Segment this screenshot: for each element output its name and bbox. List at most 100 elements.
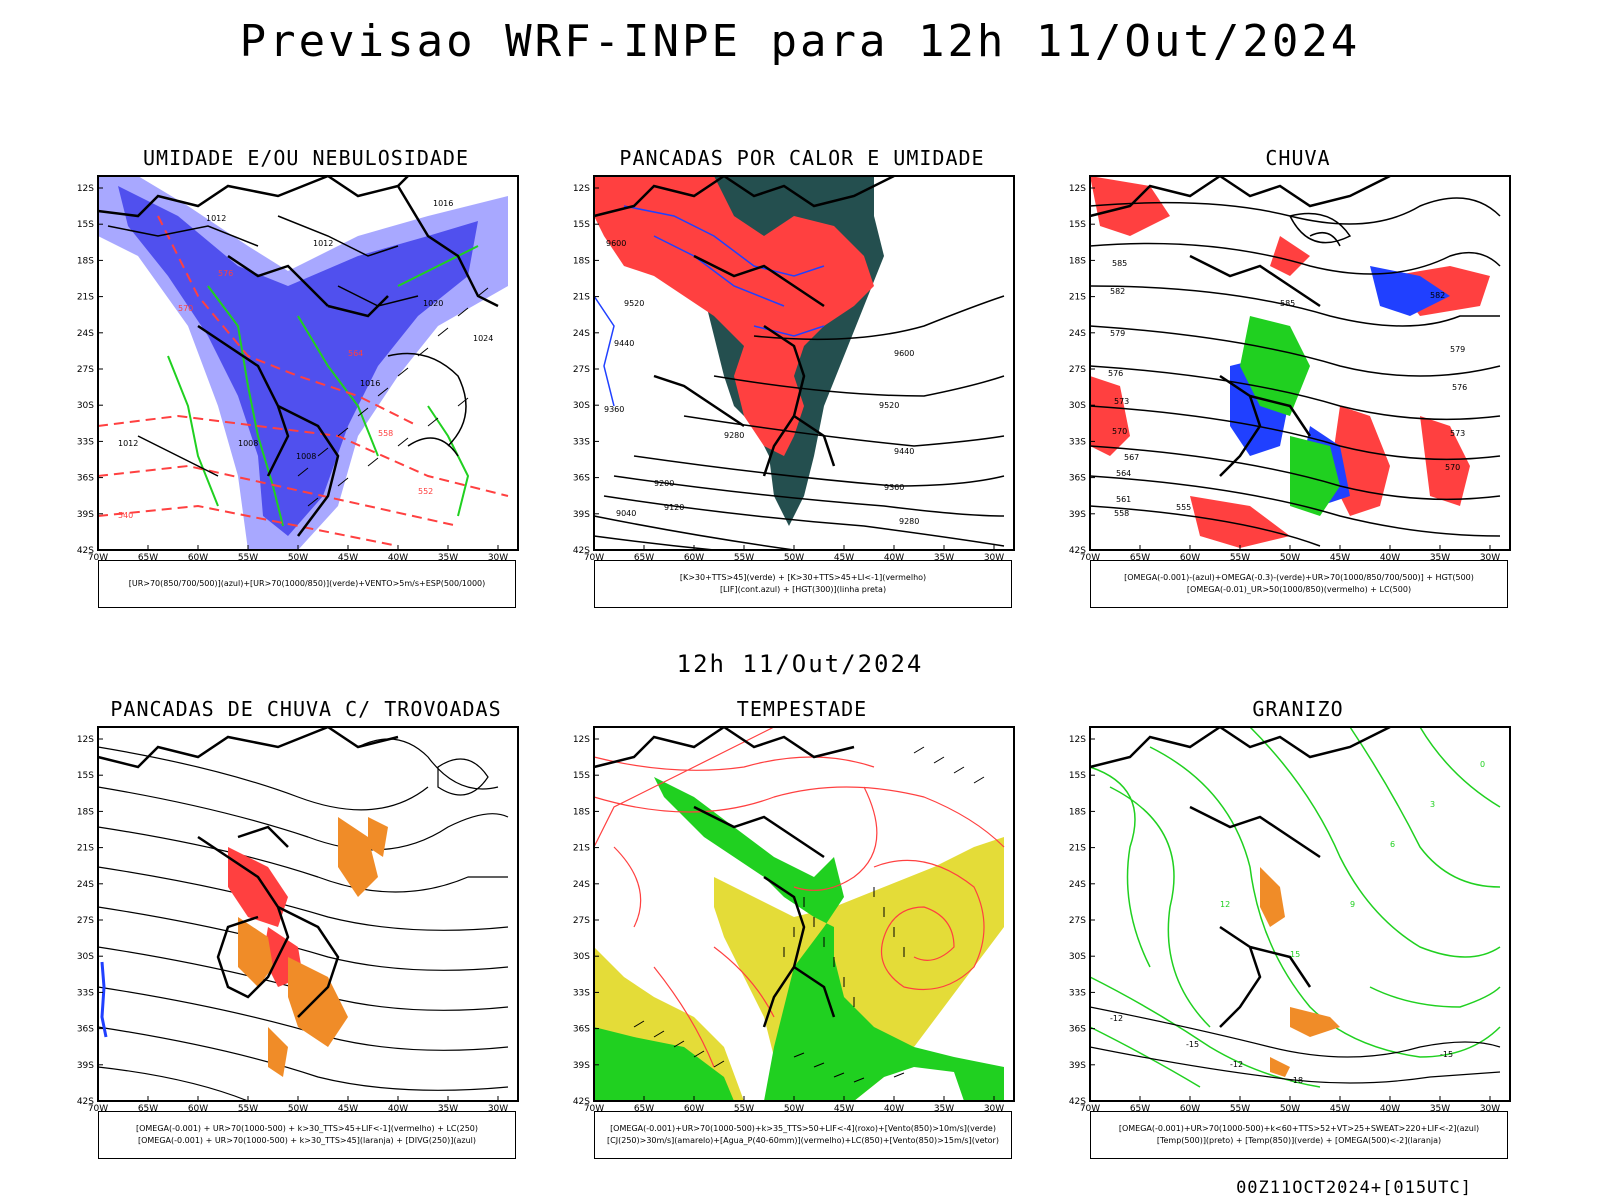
contour-label: 9600 xyxy=(606,239,626,248)
contour-label: 1012 xyxy=(313,239,333,248)
contour-label: 1008 xyxy=(296,452,316,461)
latitude-tick-label: 12S xyxy=(573,184,590,194)
longitude-tick-label: 50W xyxy=(1280,1104,1300,1114)
map-umidade: 1012 1012 1016 1020 1024 1008 1008 1016 … xyxy=(77,174,519,563)
longitude-tick-label: 55W xyxy=(238,1104,258,1114)
latitude-tick-label: 27S xyxy=(1069,365,1086,375)
longitude-tick-label: 70W xyxy=(88,1104,108,1114)
contour-label: 576 xyxy=(218,269,233,278)
hgt500-contour xyxy=(1089,197,1501,547)
latitude-tick-label: 21S xyxy=(77,293,94,303)
latitude-tick-label: 18S xyxy=(1069,807,1086,817)
contour-label: 576 xyxy=(1452,383,1467,392)
panel-title: PANCADAS POR CALOR E UMIDADE xyxy=(619,146,985,170)
contour-label: -12 xyxy=(1110,1014,1123,1023)
map-frame xyxy=(593,726,1015,1102)
temp850-contour xyxy=(1089,726,1501,1088)
longitude-tick-label: 60W xyxy=(188,553,208,563)
contour-label: -15 xyxy=(1440,1050,1453,1059)
legend-caption: [OMEGA(-0.001) + UR>70(1000-500) + k>30_… xyxy=(98,1111,516,1159)
thunderstorm-orange-patches xyxy=(238,817,388,1077)
latitude-tick-label: 12S xyxy=(1069,735,1086,745)
contour-label: 564 xyxy=(348,349,363,358)
contour-label: 570 xyxy=(1112,427,1127,436)
legend-caption: [OMEGA(-0.001)+UR>70(1000-500)+k<60+TTS>… xyxy=(1090,1111,1508,1159)
caption-line: [OMEGA(-0.001)+UR>70(1000-500)+k<60+TTS>… xyxy=(1118,1124,1480,1133)
contour-label: 1016 xyxy=(433,199,453,208)
longitude-tick-label: 30W xyxy=(1480,1104,1500,1114)
latitude-tick-label: 21S xyxy=(573,844,590,854)
panel-title: TEMPESTADE xyxy=(736,697,868,721)
longitude-tick-label: 55W xyxy=(734,1104,754,1114)
latitude-tick-label: 42S xyxy=(1069,1097,1086,1107)
latitude-tick-label: 36S xyxy=(1069,474,1086,484)
longitude-tick-label: 45W xyxy=(834,1104,854,1114)
latitude-tick-label: 21S xyxy=(1069,293,1086,303)
latitude-tick-label: 18S xyxy=(77,807,94,817)
contour-label: 561 xyxy=(1116,495,1131,504)
forecast-time-label: 12h 11/Out/2024 xyxy=(676,650,924,678)
instability-red-field xyxy=(594,176,874,456)
latitude-tick-label: 15S xyxy=(1069,220,1086,230)
contour-label: 6 xyxy=(1390,840,1395,849)
wind-vector-field xyxy=(633,746,985,1083)
latitude-tick-label: 18S xyxy=(77,256,94,266)
panel-title: PANCADAS DE CHUVA C/ TROVOADAS xyxy=(110,697,502,721)
latitude-tick-label: 30S xyxy=(77,952,94,962)
caption-line: [CJ(250)>30m/s](amarelo)+[Agua_P(40-60mm… xyxy=(607,1136,999,1145)
latitude-tick-label: 27S xyxy=(573,365,590,375)
latitude-tick-label: 33S xyxy=(77,437,94,447)
contour-label: 558 xyxy=(378,429,393,438)
latitude-tick-label: 27S xyxy=(77,916,94,926)
contour-label: 1008 xyxy=(238,439,258,448)
longitude-tick-label: 50W xyxy=(288,1104,308,1114)
contour-label: 573 xyxy=(1450,429,1465,438)
latitude-tick-label: 39S xyxy=(1069,510,1086,520)
longitude-tick-label: 65W xyxy=(1130,1104,1150,1114)
country-borders xyxy=(97,174,499,537)
latitude-tick-label: 18S xyxy=(1069,256,1086,266)
contour-label: 0 xyxy=(1480,760,1485,769)
latitude-tick-label: 15S xyxy=(77,771,94,781)
longitude-tick-label: 60W xyxy=(684,1104,704,1114)
latitude-tick-label: 24S xyxy=(77,329,94,339)
longitude-tick-label: 35W xyxy=(438,553,458,563)
latitude-tick-label: 30S xyxy=(77,401,94,411)
latitude-tick-label: 30S xyxy=(573,952,590,962)
longitude-tick-label: 70W xyxy=(584,553,604,563)
contour-label: 9360 xyxy=(884,483,904,492)
longitude-tick-label: 30W xyxy=(984,1104,1004,1114)
panel-pancadas-calor: PANCADAS POR CALOR E UMIDADE 9600 9520 9… xyxy=(562,146,1042,636)
contour-label: 555 xyxy=(1176,503,1191,512)
contour-label: 9600 xyxy=(894,349,914,358)
longitude-tick-label: 50W xyxy=(784,1104,804,1114)
contour-label: 582 xyxy=(1430,291,1445,300)
temp500-contour xyxy=(1089,1006,1501,1084)
panel-title: UMIDADE E/OU NEBULOSIDADE xyxy=(142,146,470,170)
latitude-tick-label: 12S xyxy=(1069,184,1086,194)
longitude-tick-label: 45W xyxy=(834,553,854,563)
latitude-tick-label: 39S xyxy=(77,510,94,520)
contour-label: 579 xyxy=(1450,345,1465,354)
country-borders xyxy=(97,725,399,1018)
contour-label: 9280 xyxy=(899,517,919,526)
omega-orange-patches xyxy=(1260,867,1340,1077)
longitude-tick-label: 60W xyxy=(188,1104,208,1114)
longitude-tick-label: 55W xyxy=(1230,1104,1250,1114)
longitude-tick-label: 45W xyxy=(1330,1104,1350,1114)
latitude-tick-label: 18S xyxy=(573,807,590,817)
map-chuva: 585 582 579 576 573 570 567 564 561 558 … xyxy=(1069,174,1511,563)
longitude-tick-label: 40W xyxy=(1380,553,1400,563)
caption-line: [OMEGA(-0.01)_UR>50(1000/850)(vermelho) … xyxy=(1186,585,1412,594)
longitude-tick-label: 35W xyxy=(934,1104,954,1114)
humidity-upper-core xyxy=(118,186,478,536)
thickness-labels: 570 576 564 558 552 540 xyxy=(118,269,433,520)
map-frame xyxy=(593,175,1015,551)
panel-pancadas-trovoadas: PANCADAS DE CHUVA C/ TROVOADAS 12S 15S 18S… xyxy=(66,697,546,1187)
longitude-tick-label: 60W xyxy=(1180,1104,1200,1114)
contour-label: 1016 xyxy=(360,379,380,388)
map-frame xyxy=(97,175,519,551)
contour-label: 1024 xyxy=(473,334,493,343)
